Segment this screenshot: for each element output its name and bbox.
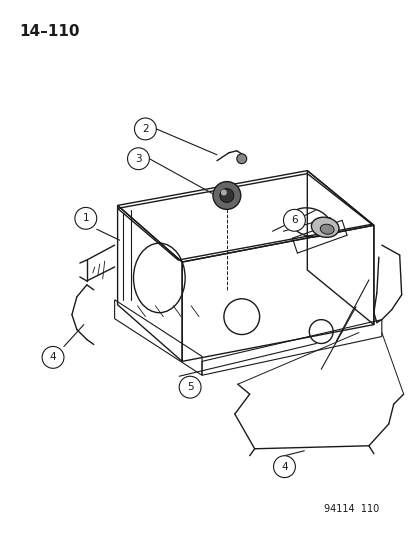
Circle shape bbox=[179, 376, 201, 398]
Text: 6: 6 bbox=[290, 215, 297, 225]
Circle shape bbox=[221, 190, 226, 196]
Text: 4: 4 bbox=[50, 352, 56, 362]
Circle shape bbox=[127, 148, 149, 169]
Circle shape bbox=[283, 209, 305, 231]
Circle shape bbox=[219, 189, 233, 203]
Text: 5: 5 bbox=[186, 382, 193, 392]
Text: 4: 4 bbox=[280, 462, 287, 472]
Circle shape bbox=[134, 118, 156, 140]
Circle shape bbox=[42, 346, 64, 368]
Text: 2: 2 bbox=[142, 124, 148, 134]
Text: 1: 1 bbox=[82, 213, 89, 223]
Circle shape bbox=[75, 207, 97, 229]
Ellipse shape bbox=[311, 217, 338, 237]
Text: 14–110: 14–110 bbox=[19, 23, 80, 38]
Circle shape bbox=[212, 182, 240, 209]
Ellipse shape bbox=[320, 224, 333, 235]
Text: 94114  110: 94114 110 bbox=[323, 504, 378, 514]
Circle shape bbox=[236, 154, 246, 164]
Text: 3: 3 bbox=[135, 154, 141, 164]
Circle shape bbox=[273, 456, 295, 478]
